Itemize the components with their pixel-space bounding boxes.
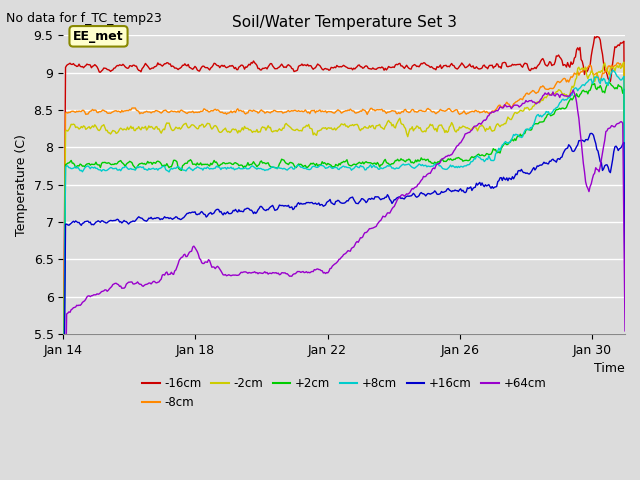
- -8cm: [607, 62, 615, 68]
- +2cm: [394, 156, 401, 162]
- +8cm: [520, 131, 527, 136]
- +64cm: [621, 328, 629, 334]
- +8cm: [326, 164, 334, 169]
- Text: No data for f_TC_temp23: No data for f_TC_temp23: [6, 12, 162, 25]
- +64cm: [520, 101, 527, 107]
- +8cm: [330, 165, 337, 171]
- +2cm: [326, 162, 334, 168]
- +16cm: [326, 196, 334, 202]
- Line: +64cm: +64cm: [63, 90, 625, 480]
- -8cm: [364, 111, 371, 117]
- -16cm: [330, 65, 337, 71]
- -8cm: [614, 60, 622, 66]
- -2cm: [394, 119, 401, 125]
- -16cm: [364, 63, 371, 69]
- +8cm: [364, 165, 371, 170]
- -2cm: [330, 127, 337, 132]
- -2cm: [607, 65, 615, 71]
- Text: EE_met: EE_met: [73, 30, 124, 43]
- -2cm: [60, 433, 67, 439]
- -16cm: [621, 215, 629, 221]
- -8cm: [394, 111, 401, 117]
- +64cm: [394, 196, 401, 202]
- +8cm: [607, 70, 615, 75]
- -2cm: [326, 125, 334, 131]
- +16cm: [364, 199, 371, 204]
- +8cm: [394, 166, 401, 171]
- +64cm: [570, 87, 577, 93]
- +8cm: [621, 239, 629, 245]
- Line: +2cm: +2cm: [63, 83, 625, 455]
- +16cm: [330, 202, 337, 207]
- Line: -16cm: -16cm: [63, 36, 625, 405]
- +16cm: [609, 157, 616, 163]
- Line: +8cm: +8cm: [63, 70, 625, 456]
- +64cm: [330, 262, 337, 268]
- +2cm: [520, 131, 527, 137]
- -8cm: [330, 110, 337, 116]
- -16cm: [326, 67, 334, 72]
- +2cm: [330, 164, 337, 169]
- -16cm: [60, 402, 67, 408]
- +2cm: [621, 250, 629, 256]
- Line: +16cm: +16cm: [63, 133, 625, 480]
- +16cm: [621, 289, 629, 295]
- Legend: -16cm, -8cm, -2cm, +2cm, +8cm, +16cm, +64cm: -16cm, -8cm, -2cm, +2cm, +8cm, +16cm, +6…: [137, 372, 551, 414]
- +8cm: [609, 67, 616, 73]
- -2cm: [621, 228, 629, 233]
- -16cm: [394, 62, 401, 68]
- +64cm: [326, 265, 334, 271]
- -8cm: [621, 231, 629, 237]
- -16cm: [520, 62, 527, 68]
- Title: Soil/Water Temperature Set 3: Soil/Water Temperature Set 3: [232, 15, 456, 30]
- +16cm: [394, 195, 401, 201]
- +16cm: [520, 170, 527, 176]
- +2cm: [609, 83, 616, 89]
- -16cm: [593, 34, 601, 39]
- +16cm: [588, 131, 595, 136]
- -16cm: [609, 60, 616, 66]
- Line: -8cm: -8cm: [63, 63, 625, 429]
- +64cm: [609, 123, 616, 129]
- -8cm: [520, 94, 527, 100]
- Y-axis label: Temperature (C): Temperature (C): [15, 133, 28, 236]
- -8cm: [326, 109, 334, 115]
- -2cm: [520, 108, 527, 114]
- X-axis label: Time: Time: [595, 362, 625, 375]
- +2cm: [364, 160, 371, 166]
- +8cm: [60, 453, 67, 458]
- -8cm: [60, 426, 67, 432]
- +64cm: [364, 229, 371, 235]
- +2cm: [60, 452, 67, 457]
- -2cm: [364, 125, 371, 131]
- +2cm: [605, 80, 613, 85]
- -2cm: [620, 60, 628, 65]
- Line: -2cm: -2cm: [63, 62, 625, 436]
